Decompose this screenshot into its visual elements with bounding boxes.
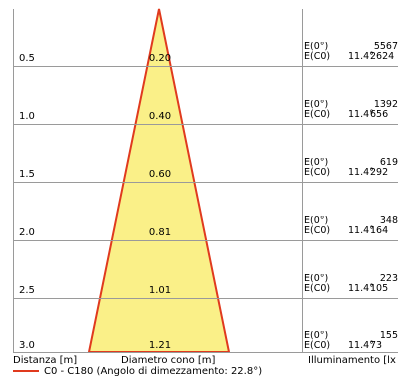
- diameter-label: 0.81: [148, 227, 172, 238]
- e0-label: E(0°): [304, 216, 329, 226]
- legend-label: C0 - C180 (Angolo di dimezzamento: 22.8°…: [44, 366, 263, 377]
- row-line: [13, 298, 398, 299]
- ec-label: E(C0): [304, 51, 331, 62]
- illuminance-values: E(0°) 223 E(C0) 11.4° 105: [304, 274, 398, 294]
- illuminance-values: E(0°) 1392 E(C0) 11.4° 656: [304, 100, 398, 120]
- diameter-label: 1.21: [148, 340, 172, 351]
- illuminance-values: E(0°) 155 E(C0) 11.4° 73: [304, 331, 398, 351]
- ec-label: E(C0): [304, 109, 331, 120]
- legend-line-swatch: [13, 370, 39, 372]
- ec-value: 105: [370, 283, 389, 294]
- distance-label: 0.5: [19, 53, 35, 64]
- distance-label: 2.5: [19, 285, 35, 296]
- ec-value: 292: [370, 167, 389, 178]
- illuminance-axis-label: Illuminamento [lx: [308, 355, 396, 366]
- illuminance-separator-line: [302, 9, 303, 352]
- ec-value: 73: [370, 340, 383, 351]
- illuminance-values: E(0°) 5567 E(C0) 11.4° 2624: [304, 42, 398, 62]
- row-line: [13, 66, 398, 67]
- angle-value: 11.4°: [348, 340, 374, 351]
- e0-label: E(0°): [304, 100, 329, 110]
- e0-value: 348: [379, 216, 398, 226]
- diameter-label: 1.01: [148, 285, 172, 296]
- ec-label: E(C0): [304, 225, 331, 236]
- e0-value: 5567: [373, 42, 398, 52]
- angle-value: 11.4°: [348, 109, 374, 120]
- diameter-label: 0.20: [148, 53, 172, 64]
- ec-value: 164: [370, 225, 389, 236]
- angle-value: 11.4°: [348, 51, 374, 62]
- left-frame-line: [13, 9, 14, 352]
- e0-value: 223: [379, 274, 398, 284]
- e0-label: E(0°): [304, 42, 329, 52]
- ec-value: 2624: [370, 51, 395, 62]
- diameter-label: 0.40: [148, 111, 172, 122]
- ec-label: E(C0): [304, 167, 331, 178]
- e0-label: E(0°): [304, 331, 329, 341]
- ec-label: E(C0): [304, 340, 331, 351]
- angle-value: 11.4°: [348, 167, 374, 178]
- ec-label: E(C0): [304, 283, 331, 294]
- distance-label: 1.5: [19, 169, 35, 180]
- illuminance-values: E(0°) 348 E(C0) 11.4° 164: [304, 216, 398, 236]
- angle-value: 11.4°: [348, 225, 374, 236]
- row-line: [13, 124, 398, 125]
- illuminance-values: E(0°) 619 E(C0) 11.4° 292: [304, 158, 398, 178]
- angle-value: 11.4°: [348, 283, 374, 294]
- legend: C0 - C180 (Angolo di dimezzamento: 22.8°…: [13, 366, 262, 377]
- distance-label: 1.0: [19, 111, 35, 122]
- row-line: [13, 240, 398, 241]
- ec-value: 656: [370, 109, 389, 120]
- diameter-axis-label: Diametro cono [m]: [121, 355, 216, 366]
- row-line: [13, 352, 398, 353]
- row-line: [13, 182, 398, 183]
- e0-label: E(0°): [304, 158, 329, 168]
- diameter-label: 0.60: [148, 169, 172, 180]
- distance-axis-label: Distanza [m]: [13, 355, 78, 366]
- distance-label: 2.0: [19, 227, 35, 238]
- e0-value: 1392: [373, 100, 398, 110]
- e0-value: 155: [379, 331, 398, 341]
- e0-value: 619: [379, 158, 398, 168]
- e0-label: E(0°): [304, 274, 329, 284]
- distance-label: 3.0: [19, 340, 35, 351]
